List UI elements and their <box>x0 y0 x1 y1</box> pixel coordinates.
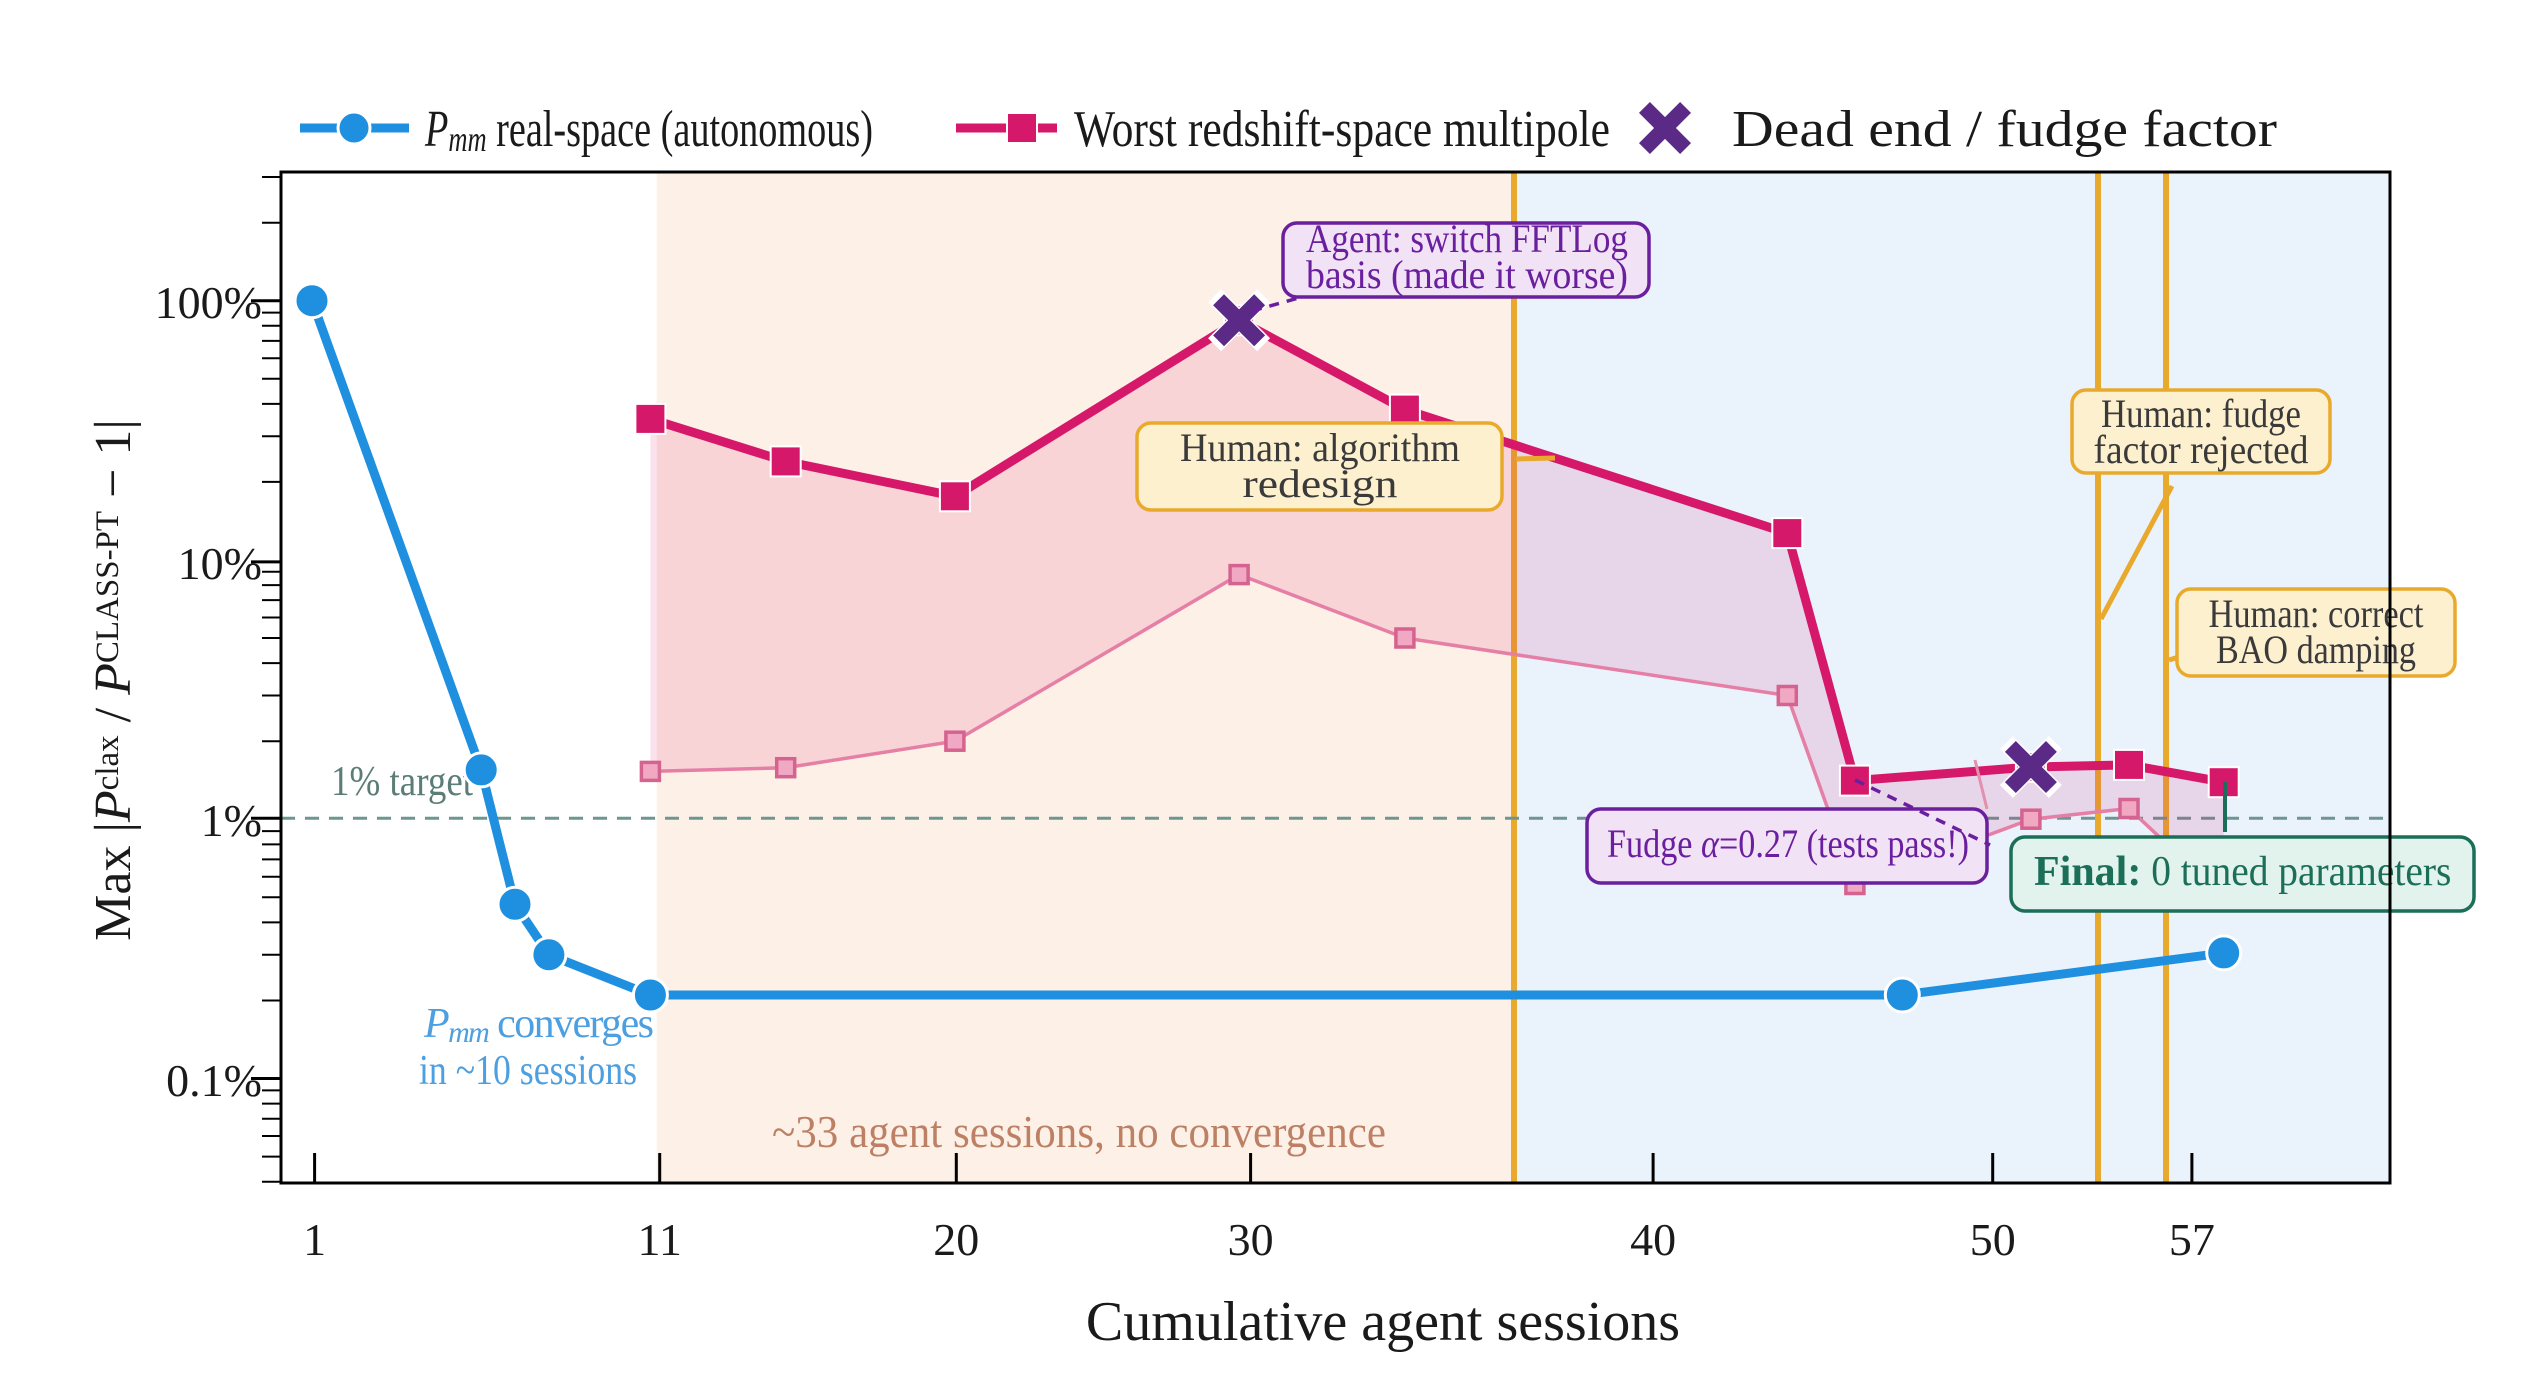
svg-text:basis (made it worse): basis (made it worse) <box>1306 252 1628 297</box>
svg-text:1% target: 1% target <box>331 759 473 805</box>
svg-text:BAO damping: BAO damping <box>2216 627 2416 672</box>
svg-text:0.1%: 0.1% <box>166 1055 262 1106</box>
svg-text:1%: 1% <box>201 795 262 846</box>
svg-text:40: 40 <box>1630 1214 1676 1265</box>
svg-text:11: 11 <box>638 1214 682 1265</box>
svg-text:in ~10 sessions: in ~10 sessions <box>419 1048 637 1094</box>
svg-text:Pmm real-space (autonomous): Pmm real-space (autonomous) <box>424 101 873 159</box>
svg-text:Fudge α=0.27 (tests pass!): Fudge α=0.27 (tests pass!) <box>1607 821 1969 866</box>
svg-text:Worst redshift-space multipole: Worst redshift-space multipole <box>1074 101 1610 158</box>
svg-text:50: 50 <box>1970 1214 2016 1265</box>
svg-text:redesign: redesign <box>1243 461 1398 506</box>
svg-text:30: 30 <box>1228 1214 1274 1265</box>
svg-text:57: 57 <box>2169 1214 2215 1265</box>
svg-text:Max |Pclax / PCLASS-PT − 1|: Max |Pclax / PCLASS-PT − 1| <box>85 419 142 941</box>
svg-text:1: 1 <box>303 1214 326 1265</box>
svg-text:Cumulative agent sessions: Cumulative agent sessions <box>1086 1291 1680 1353</box>
svg-text:20: 20 <box>933 1214 979 1265</box>
svg-text:factor rejected: factor rejected <box>2094 427 2309 472</box>
svg-text:10%: 10% <box>178 538 262 589</box>
svg-text:100%: 100% <box>155 277 262 328</box>
svg-text:Dead end / fudge factor: Dead end / fudge factor <box>1732 101 2277 158</box>
svg-text:~33 agent sessions, no converg: ~33 agent sessions, no convergence <box>772 1106 1386 1157</box>
